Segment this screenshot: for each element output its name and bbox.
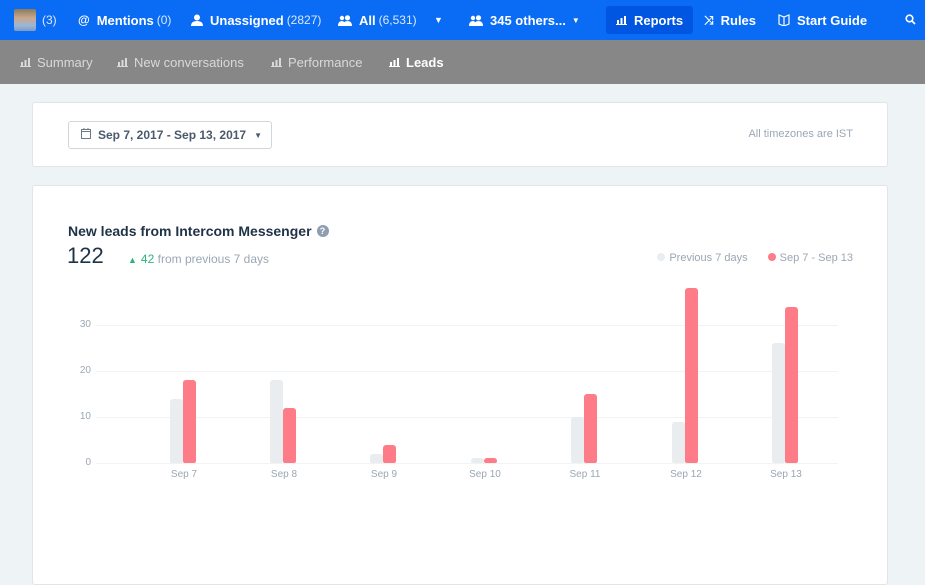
bar-previous[interactable]: [170, 398, 183, 463]
x-tick-label: Sep 9: [370, 469, 398, 480]
timezone-note: All timezones are IST: [748, 128, 853, 140]
mentions-button[interactable]: @ Mentions (0): [78, 0, 171, 40]
all-count: (6,531): [378, 13, 417, 27]
bar-previous[interactable]: [672, 421, 685, 463]
legend-item-previous[interactable]: Previous 7 days: [657, 252, 748, 264]
bar-previous[interactable]: [772, 343, 785, 463]
bar-current[interactable]: [484, 458, 497, 463]
bar-chart-icon: [20, 55, 31, 70]
y-tick-label: 20: [79, 365, 91, 376]
chart-title-text: New leads from Intercom Messenger: [68, 223, 312, 239]
arrow-up-icon: ▲: [128, 255, 137, 265]
x-tick-label: Sep 10: [469, 469, 501, 480]
gridline: [96, 417, 838, 418]
search-button[interactable]: [905, 0, 916, 40]
chevron-down-icon: ▼: [571, 15, 580, 25]
calendar-icon: [81, 128, 91, 142]
mentions-count: (0): [156, 13, 172, 27]
tab-leads[interactable]: Leads: [389, 40, 444, 84]
x-tick-label: Sep 11: [569, 469, 601, 480]
users-icon: [338, 14, 352, 26]
legend-item-current[interactable]: Sep 7 - Sep 13: [767, 252, 853, 264]
y-tick-label: 0: [85, 457, 91, 468]
tab-new-conversations[interactable]: New conversations: [117, 40, 244, 84]
x-tick-label: Sep 12: [670, 469, 702, 480]
shuffle-icon: ⤨: [704, 12, 714, 27]
legend-label: Sep 7 - Sep 13: [779, 252, 853, 264]
tab-performance[interactable]: Performance: [271, 40, 362, 84]
more-dropdown-caret[interactable]: ▼: [434, 15, 443, 25]
tab-label: Performance: [288, 54, 363, 70]
gridline: [96, 371, 838, 372]
tab-label: Leads: [406, 54, 444, 70]
chevron-down-icon: ▼: [254, 130, 263, 140]
bar-current[interactable]: [383, 444, 396, 463]
mentions-label: Mentions: [96, 12, 154, 28]
gridline: [96, 325, 838, 326]
bar-previous[interactable]: [370, 453, 383, 463]
bar-current[interactable]: [685, 288, 698, 463]
bar-current[interactable]: [183, 380, 196, 463]
tab-label: Summary: [37, 54, 93, 70]
start-guide-button[interactable]: Start Guide: [778, 0, 867, 40]
filter-card: Sep 7, 2017 - Sep 13, 2017 ▼ All timezon…: [32, 102, 888, 167]
legend-dot-icon: [657, 253, 666, 261]
tab-label: New conversations: [134, 54, 244, 70]
all-label: All: [359, 12, 376, 28]
reports-button[interactable]: Reports: [606, 6, 694, 34]
gridline: [96, 463, 838, 464]
legend-dot-icon: [767, 253, 776, 261]
delta-summary: ▲ 42 from previous 7 days: [128, 252, 269, 266]
inbox-avatar-button[interactable]: (3): [14, 0, 57, 40]
others-label: 345 others...: [490, 12, 566, 28]
date-range-label: Sep 7, 2017 - Sep 13, 2017: [98, 128, 247, 142]
bar-current[interactable]: [584, 394, 597, 463]
delta-value: 42: [140, 252, 155, 266]
at-icon: @: [78, 13, 90, 27]
y-tick-label: 30: [79, 319, 91, 330]
help-icon[interactable]: ?: [316, 225, 329, 237]
search-icon: [905, 13, 916, 28]
bar-previous[interactable]: [571, 417, 584, 463]
delta-text: from previous 7 days: [157, 252, 270, 266]
x-tick-label: Sep 8: [270, 469, 298, 480]
chart-legend: Previous 7 days Sep 7 - Sep 13: [657, 252, 853, 264]
y-tick-label: 10: [79, 411, 91, 422]
total-leads-value: 122: [67, 243, 104, 268]
bar-current[interactable]: [785, 306, 798, 463]
avatar-count: (3): [42, 13, 57, 27]
rules-button[interactable]: ⤨ Rules: [704, 0, 756, 40]
reports-subnav: Summary New conversations Performance Le…: [0, 40, 925, 84]
x-tick-label: Sep 13: [770, 469, 802, 480]
bar-current[interactable]: [283, 407, 296, 463]
bar-chart-icon: [117, 55, 128, 70]
tab-summary[interactable]: Summary: [20, 40, 93, 84]
chart-title: New leads from Intercom Messenger ?: [68, 223, 329, 239]
bar-chart-icon: [389, 55, 400, 70]
rules-label: Rules: [720, 12, 757, 28]
users-icon: [469, 14, 483, 26]
unassigned-label: Unassigned: [210, 12, 284, 28]
all-button[interactable]: All (6,531): [338, 0, 417, 40]
others-dropdown[interactable]: 345 others... ▼: [469, 0, 580, 40]
start-guide-label: Start Guide: [797, 12, 868, 28]
bar-chart-icon: [271, 55, 282, 70]
reports-label: Reports: [634, 12, 684, 28]
unassigned-button[interactable]: Unassigned (2827): [191, 0, 321, 40]
leads-report-card: New leads from Intercom Messenger ? 122 …: [32, 185, 888, 585]
bar-previous[interactable]: [270, 380, 283, 463]
top-navigation-bar: (3) @ Mentions (0) Unassigned (2827) All…: [0, 0, 925, 40]
date-range-picker[interactable]: Sep 7, 2017 - Sep 13, 2017 ▼: [68, 121, 272, 149]
bar-chart-icon: [616, 15, 627, 25]
avatar: [14, 9, 36, 31]
unassigned-count: (2827): [286, 13, 322, 27]
book-icon: [778, 14, 790, 26]
legend-label: Previous 7 days: [669, 252, 748, 264]
user-icon: [191, 14, 203, 26]
x-tick-label: Sep 7: [170, 469, 198, 480]
bar-previous[interactable]: [471, 458, 484, 463]
